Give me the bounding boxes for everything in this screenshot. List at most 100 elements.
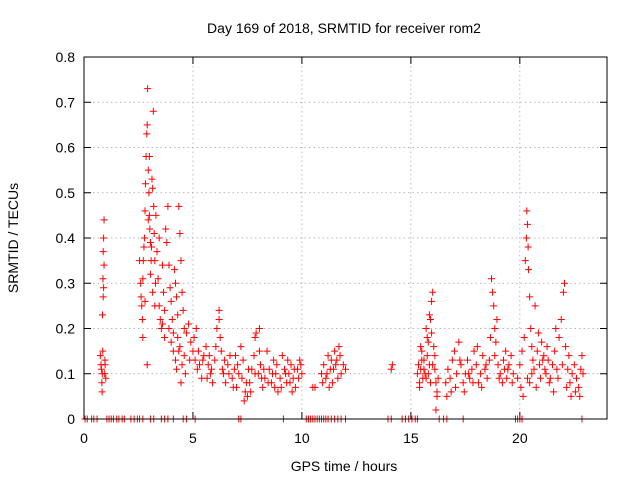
data-point [291,383,299,391]
data-point [213,325,221,332]
data-point [280,365,288,373]
data-point [165,261,173,269]
data-point [238,374,246,382]
data-point [486,334,494,342]
data-point [489,288,497,296]
data-point [99,293,107,301]
data-point [268,370,276,378]
data-point [161,334,169,342]
data-point [139,334,147,342]
data-point [172,356,180,364]
data-point [242,379,250,387]
data-point [323,370,331,378]
data-point [505,361,513,369]
data-point [146,239,154,247]
data-point [277,383,285,391]
data-point [413,370,421,378]
data-point [297,361,305,369]
data-point [259,383,267,391]
data-point [429,288,437,296]
data-point [555,334,563,342]
data-point [176,229,184,237]
data-point [443,392,451,400]
data-point [533,347,541,355]
data-point [523,207,531,215]
data-point [100,216,108,224]
data-point [553,365,561,373]
data-point [466,374,474,382]
data-point [485,356,493,364]
data-point [102,374,110,382]
y-tick-label: 0.7 [56,94,76,110]
data-point [145,153,153,161]
data-point [508,379,516,387]
data-point [522,234,530,242]
data-point [521,257,529,265]
data-point [546,374,554,382]
data-point [250,352,258,360]
data-point [148,243,156,251]
data-point [431,365,439,373]
data-point [144,166,152,174]
data-point [499,356,507,364]
data-point [457,361,465,369]
data-point [176,343,184,351]
data-point [336,352,344,360]
data-point [450,347,458,355]
data-point [146,225,154,233]
data-point [488,275,496,283]
data-point [255,325,263,332]
grid-lines [84,57,607,419]
data-point [180,325,188,332]
data-point [565,352,573,360]
data-point [538,338,546,346]
data-point [290,365,298,373]
data-point [177,379,185,387]
data-point [178,361,186,369]
data-point [187,338,195,346]
data-point [150,202,158,210]
data-point [492,338,500,346]
data-point [528,370,536,378]
data-point [527,325,535,332]
data-point [429,361,437,369]
data-point [472,361,480,369]
data-point [215,315,223,323]
data-point [224,361,232,369]
chart-title: Day 169 of 2018, SRMTID for receiver rom… [207,20,481,36]
data-point [446,374,454,382]
data-point [99,248,107,256]
data-point [494,361,502,369]
data-point [479,352,487,360]
data-point [452,383,460,391]
data-point [260,365,268,373]
data-point [182,329,190,337]
data-point [534,329,542,337]
data-point [337,370,345,378]
data-point [448,356,456,364]
data-point [545,379,553,387]
data-point [460,388,468,396]
y-tick-label: 0.8 [56,49,76,65]
data-point [564,365,572,373]
data-point [420,365,428,373]
data-point [418,347,426,355]
data-point [575,383,583,391]
data-point [174,334,182,342]
data-point [423,352,431,360]
data-point [99,311,107,319]
data-point [139,275,147,283]
data-point [190,334,198,342]
data-point [193,365,201,373]
data-point [473,343,481,351]
data-point [579,370,587,378]
y-tick-label: 0.3 [56,275,76,291]
data-point [154,275,162,283]
data-point [498,379,506,387]
data-point [423,334,431,342]
axis-ticks: 0 0.1 0.2 0.3 0.4 0.5 0.6 0.7 0.8 0 5 10 15 20 [56,49,607,446]
y-tick-label: 0 [67,411,75,427]
data-point [447,388,455,396]
data-point [202,343,210,351]
